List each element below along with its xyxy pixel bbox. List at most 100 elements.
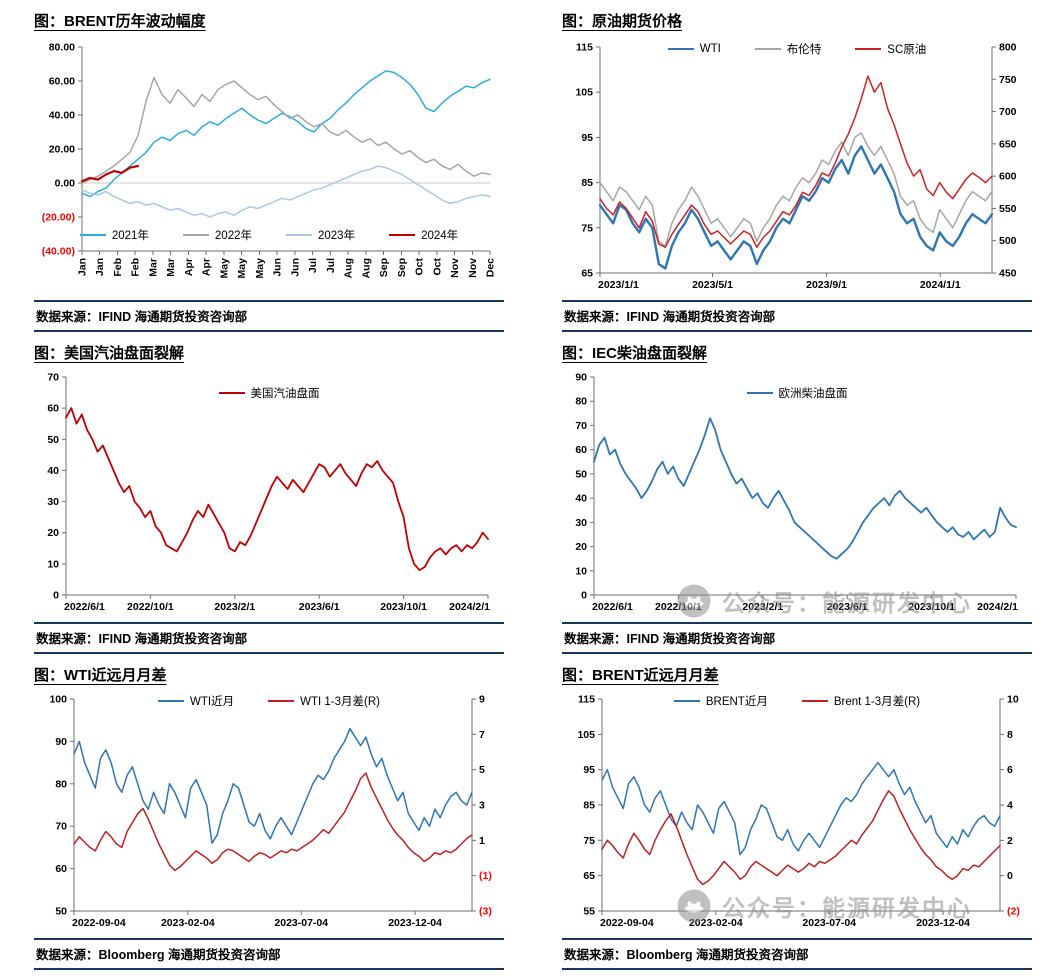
chart-canvas: 70 60 50 40 30 20 10 0 2022/6/1 2022/10/1 2023/2/1… [47, 372, 490, 614]
svg-text:Apr: Apr [183, 258, 195, 276]
svg-text:60: 60 [47, 403, 59, 415]
series-line [73, 772, 473, 872]
svg-text:Mar: Mar [165, 258, 177, 277]
svg-text:20.00: 20.00 [49, 144, 75, 156]
svg-text:Jan: Jan [77, 258, 89, 276]
series-line [599, 132, 993, 247]
svg-text:Jul: Jul [325, 258, 337, 273]
series-line [81, 76, 491, 184]
data-source: 数据来源：IFIND 海通期货投资咨询部 [562, 622, 1032, 654]
svg-text:2023/6/1: 2023/6/1 [299, 601, 340, 613]
svg-text:115: 115 [576, 42, 593, 54]
svg-text:2022/6/1: 2022/6/1 [592, 601, 633, 613]
svg-text:95: 95 [583, 764, 595, 776]
svg-text:80: 80 [575, 396, 587, 408]
svg-text:2023/10/1: 2023/10/1 [380, 601, 427, 613]
svg-text:90: 90 [575, 372, 587, 384]
svg-text:2023/6/1: 2023/6/1 [827, 601, 868, 613]
svg-text:80: 80 [55, 778, 67, 790]
svg-text:8: 8 [1007, 729, 1013, 741]
svg-text:60: 60 [575, 444, 587, 456]
svg-text:550: 550 [999, 203, 1017, 215]
svg-text:40: 40 [47, 465, 59, 477]
svg-text:May: May [254, 258, 266, 279]
series-line [593, 417, 1017, 560]
svg-text:Nov: Nov [467, 258, 479, 278]
chart-canvas: 115 105 95 85 75 65 55 10 8 6 4 2 0 (2) 2022-09-04 2023… [577, 694, 1019, 930]
chart-canvas: 80.0060.0040.0020.000.00(20.00)(40.00)Ja… [42, 42, 497, 279]
svg-text:60: 60 [55, 863, 67, 875]
svg-text:85: 85 [583, 800, 595, 812]
svg-text:105: 105 [575, 87, 593, 99]
panel-wti-month-spread: 图：WTI近远月月差 100 90 80 70 60 50 9 7 5 3 1 (1) (3) 2022-… [0, 654, 528, 970]
svg-text:May: May [236, 258, 248, 279]
svg-text:Dec: Dec [485, 258, 497, 277]
chart-iec-diesel-crack: 90 80 70 60 50 40 30 20 10 0 2022/6/1 2022/10/1 2023… [562, 369, 1032, 619]
svg-text:3: 3 [479, 800, 485, 812]
data-source: 数据来源：Bloomberg 海通期货投资咨询部 [34, 938, 504, 970]
svg-text:2023-12-04: 2023-12-04 [388, 917, 442, 929]
svg-text:95: 95 [581, 132, 593, 144]
panel-crude-futures: 图：原油期货价格 115 105 95 85 75 65 800 750 700 650 600 55… [528, 0, 1056, 332]
chart-canvas: 100 90 80 70 60 50 9 7 5 3 1 (1) (3) 2022-09-04 2023-0… [49, 694, 492, 930]
svg-text:75: 75 [581, 222, 593, 234]
svg-text:2024/2/1: 2024/2/1 [449, 601, 490, 613]
svg-text:2023/10/1: 2023/10/1 [908, 601, 955, 613]
panel-brent-month-spread: 图：BRENT近远月月差 115 105 95 85 75 65 55 10 8 6 4 2 0 (2) 2… [528, 654, 1056, 970]
panel-brent-volatility: 图：BRENT历年波动幅度 80.00 60.00 40.00 20.00 0.00 (2… [0, 0, 528, 332]
svg-text:7: 7 [479, 729, 485, 741]
data-source: 数据来源：IFIND 海通期货投资咨询部 [562, 300, 1032, 332]
svg-text:2023-12-04: 2023-12-04 [916, 917, 970, 929]
svg-text:(3): (3) [479, 906, 492, 918]
panel-title-iec-diesel-crack: 图：IEC柴油盘面裂解 [562, 345, 708, 362]
svg-text:40.00: 40.00 [49, 110, 75, 122]
svg-text:750: 750 [999, 74, 1017, 86]
svg-text:20: 20 [575, 541, 587, 553]
svg-text:700: 700 [999, 106, 1017, 118]
panel-us-gasoline-crack: 图：美国汽油盘面裂解 70 60 50 40 30 20 10 0 2022/6/1 2022/1… [0, 332, 528, 654]
series-line [81, 70, 491, 198]
svg-text:1: 1 [479, 835, 485, 847]
svg-text:70: 70 [575, 420, 587, 432]
svg-text:2023/2/1: 2023/2/1 [742, 601, 783, 613]
series-line [601, 790, 1001, 886]
chart-crude-futures: 115 105 95 85 75 65 800 750 700 650 600 550 500 450 20… [562, 37, 1032, 297]
svg-text:Sep: Sep [378, 258, 390, 277]
svg-text:10: 10 [575, 565, 587, 577]
series-line [73, 727, 473, 844]
svg-text:6: 6 [1007, 764, 1013, 776]
series-line [599, 75, 993, 248]
svg-text:Feb: Feb [112, 258, 124, 277]
svg-text:2022/6/1: 2022/6/1 [64, 601, 105, 613]
svg-text:65: 65 [581, 268, 593, 280]
series-line [81, 165, 491, 218]
svg-text:50: 50 [47, 434, 59, 446]
chart-us-gasoline-crack: 70 60 50 40 30 20 10 0 2022/6/1 2022/10/1 2023/2/1… [34, 369, 504, 619]
panel-title-us-gasoline-crack: 图：美国汽油盘面裂解 [34, 345, 185, 362]
svg-text:(20.00): (20.00) [42, 212, 75, 224]
svg-text:2023/2/1: 2023/2/1 [214, 601, 255, 613]
svg-text:450: 450 [999, 268, 1017, 280]
series-line [65, 407, 489, 571]
panel-title-crude-futures: 图：原油期货价格 [562, 13, 683, 30]
svg-text:600: 600 [999, 171, 1017, 183]
svg-text:Jun: Jun [289, 258, 301, 277]
series-line [601, 761, 1001, 856]
svg-text:2024/1/1: 2024/1/1 [920, 279, 961, 291]
svg-text:Aug: Aug [343, 258, 355, 278]
svg-text:85: 85 [581, 177, 593, 189]
svg-text:2023-07-04: 2023-07-04 [274, 917, 328, 929]
svg-text:10: 10 [47, 558, 59, 570]
svg-text:40: 40 [575, 493, 587, 505]
svg-text:Mar: Mar [147, 258, 159, 277]
svg-text:2022/10/1: 2022/10/1 [655, 601, 702, 613]
svg-text:2023-02-04: 2023-02-04 [689, 917, 743, 929]
svg-text:2022-09-04: 2022-09-04 [600, 917, 654, 929]
svg-text:70: 70 [47, 372, 59, 384]
panel-title-wti-month-spread: 图：WTI近远月月差 [34, 667, 167, 684]
svg-text:105: 105 [577, 729, 595, 741]
svg-text:800: 800 [999, 42, 1017, 54]
chart-brent-month-spread: 115 105 95 85 75 65 55 10 8 6 4 2 0 (2) 2022-09-04 2023… [562, 691, 1032, 935]
svg-text:2: 2 [1007, 835, 1013, 847]
